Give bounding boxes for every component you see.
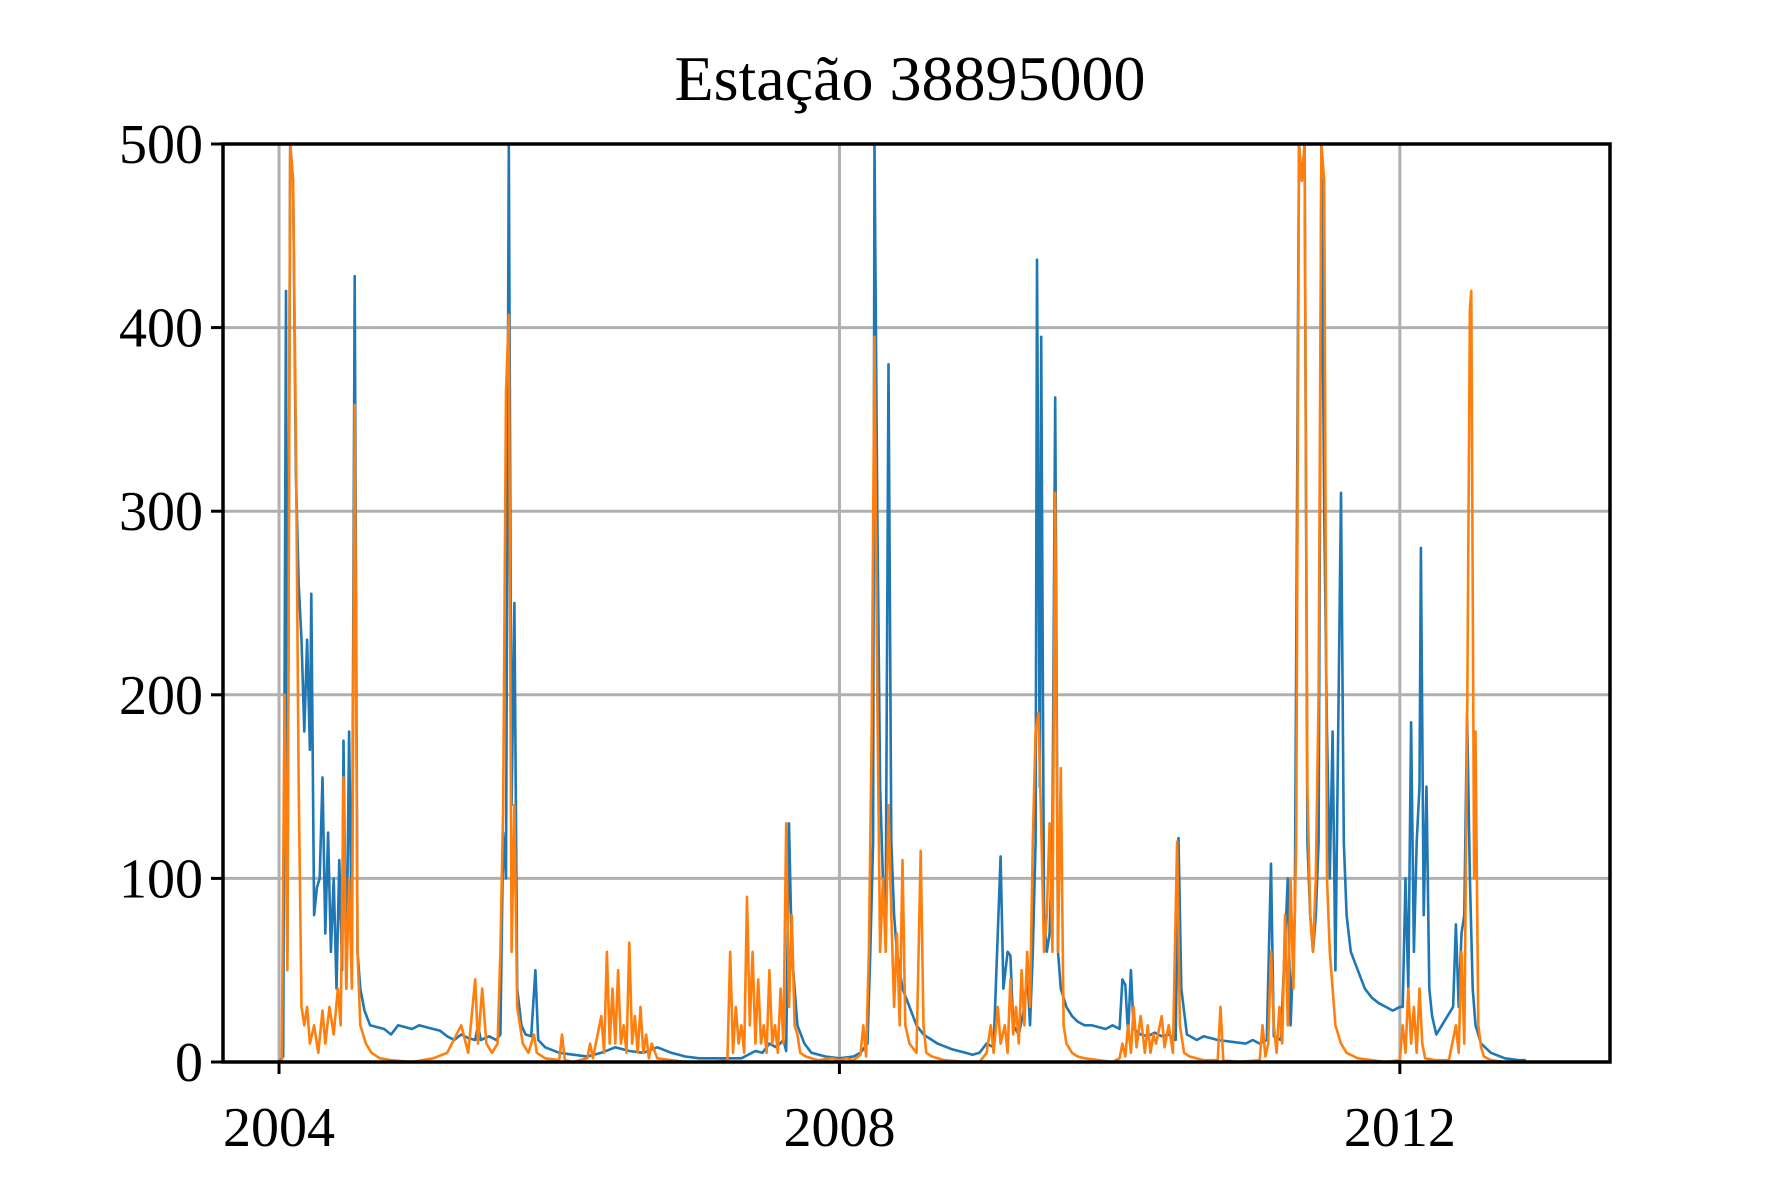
y-tick-label: 200 — [119, 665, 203, 727]
x-tick-label: 2004 — [223, 1097, 335, 1159]
series-line-1 — [277, 144, 1526, 1062]
grid — [223, 144, 1610, 1062]
y-tick-label: 0 — [175, 1032, 203, 1094]
series-layer — [277, 144, 1526, 1062]
axes-ticks: 0 100 200 300 400 500 2004 2008 2012 — [119, 114, 1456, 1159]
y-tick-label: 100 — [119, 848, 203, 910]
y-axis-label: Vazão — [0, 535, 11, 672]
plot-frame — [221, 142, 1612, 1064]
x-tick-label: 2008 — [783, 1097, 895, 1159]
x-tick-label: 2012 — [1344, 1097, 1456, 1159]
y-tick-label: 400 — [119, 298, 203, 360]
y-tick-label: 500 — [119, 114, 203, 176]
series-line-2 — [280, 144, 1506, 1062]
chart-title: Estação 38895000 — [675, 43, 1146, 114]
y-tick-label: 300 — [119, 481, 203, 543]
